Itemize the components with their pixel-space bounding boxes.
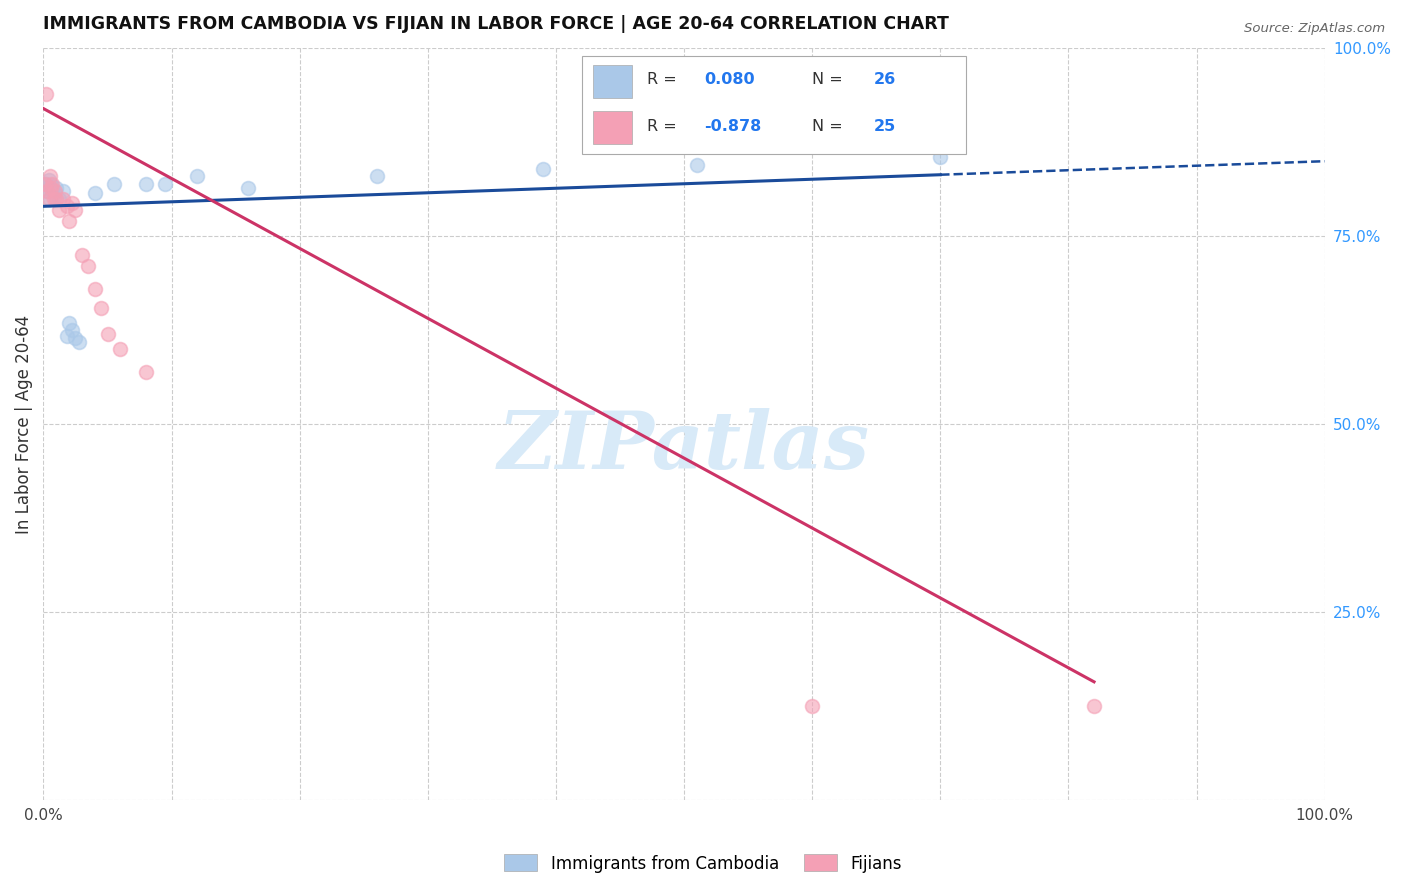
Point — [238, 180, 260, 194]
Point — [83, 282, 105, 296]
Point — [531, 161, 554, 176]
Point — [35, 177, 58, 191]
Point — [83, 186, 105, 200]
Point — [39, 178, 62, 193]
Point — [45, 180, 67, 194]
Text: Source: ZipAtlas.com: Source: ZipAtlas.com — [1244, 22, 1385, 36]
Text: ZIPatlas: ZIPatlas — [498, 409, 870, 485]
Point — [52, 192, 75, 206]
Point — [65, 202, 87, 217]
Point — [42, 192, 65, 206]
Point — [38, 192, 60, 206]
Point — [55, 199, 77, 213]
Point — [1083, 699, 1105, 714]
Point — [77, 260, 100, 274]
Point — [48, 192, 70, 206]
Point — [34, 177, 56, 191]
Point — [48, 202, 70, 217]
Point — [38, 169, 60, 184]
Point — [70, 248, 93, 262]
Point — [38, 173, 60, 187]
Point — [45, 192, 67, 206]
Point — [52, 184, 75, 198]
Point — [135, 177, 157, 191]
Point — [34, 180, 56, 194]
Point — [60, 323, 83, 337]
Point — [42, 186, 65, 200]
Point — [103, 177, 125, 191]
Point — [801, 699, 824, 714]
Point — [96, 327, 118, 342]
Point — [60, 195, 83, 210]
Point — [37, 184, 59, 198]
Point — [135, 365, 157, 379]
Point — [686, 158, 709, 172]
Point — [38, 192, 60, 206]
Text: IMMIGRANTS FROM CAMBODIA VS FIJIAN IN LABOR FORCE | AGE 20-64 CORRELATION CHART: IMMIGRANTS FROM CAMBODIA VS FIJIAN IN LA… — [44, 15, 949, 33]
Point — [58, 214, 80, 228]
Legend: Immigrants from Cambodia, Fijians: Immigrants from Cambodia, Fijians — [498, 847, 908, 880]
Point — [67, 334, 90, 349]
Point — [35, 87, 58, 101]
Point — [186, 169, 208, 184]
Point — [929, 151, 952, 165]
Point — [44, 184, 66, 198]
Point — [39, 180, 62, 194]
Point — [41, 177, 63, 191]
Point — [153, 177, 176, 191]
Y-axis label: In Labor Force | Age 20-64: In Labor Force | Age 20-64 — [15, 315, 32, 533]
Point — [58, 316, 80, 330]
Point — [110, 342, 132, 356]
Point — [366, 169, 388, 184]
Point — [37, 184, 59, 198]
Point — [41, 183, 63, 197]
Point — [55, 328, 77, 343]
Point — [90, 301, 112, 315]
Point — [65, 331, 87, 345]
